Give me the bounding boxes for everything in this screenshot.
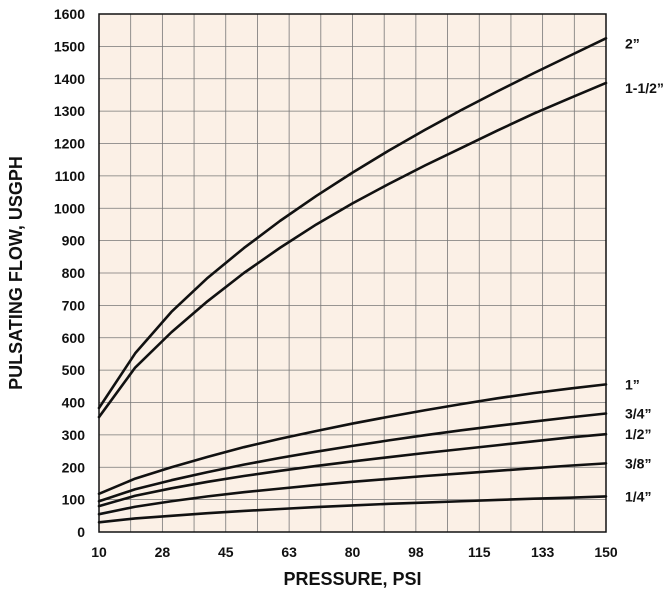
- plot-frame: [98, 13, 607, 533]
- x-tick-label: 150: [594, 544, 618, 560]
- y-tick-label: 400: [62, 395, 86, 411]
- series-line: [97, 495, 608, 524]
- x-tick-label: 10: [91, 544, 107, 560]
- x-tick-label: 28: [155, 544, 171, 560]
- y-tick-label: 500: [62, 362, 86, 378]
- series-label: 1/2”: [625, 426, 651, 442]
- series-label: 3/8”: [625, 455, 651, 471]
- series-label: 1-1/2”: [625, 80, 664, 96]
- series-label: 1/4”: [625, 488, 651, 504]
- y-tick-label: 900: [62, 233, 86, 249]
- series-label: 3/4”: [625, 406, 651, 422]
- y-tick-label: 200: [62, 459, 86, 475]
- x-axis-tick-labels: 10 28 45 63 80 98 115 133 150: [91, 544, 618, 560]
- series-end-labels: 2” 1-1/2” 1” 3/4” 1/2” 3/8” 1/4”: [625, 35, 664, 504]
- x-tick-label: 80: [345, 544, 361, 560]
- y-tick-label: 1500: [54, 38, 85, 54]
- series-lines: [97, 36, 608, 524]
- series-line: [97, 462, 608, 516]
- y-tick-label: 100: [62, 492, 86, 508]
- y-tick-label: 1600: [54, 6, 85, 22]
- series-label: 1”: [625, 376, 640, 392]
- y-tick-label: 700: [62, 297, 86, 313]
- series-line: [97, 412, 608, 503]
- x-tick-label: 63: [281, 544, 297, 560]
- y-tick-label: 300: [62, 427, 86, 443]
- x-axis-title: PRESSURE, PSI: [283, 569, 421, 589]
- series-line: [97, 36, 608, 410]
- y-axis-title: PULSATING FLOW, USGPH: [6, 156, 26, 390]
- x-tick-label: 115: [468, 544, 491, 560]
- y-tick-label: 800: [62, 265, 86, 281]
- series-line: [97, 81, 608, 419]
- series-line: [97, 432, 608, 508]
- x-tick-label: 45: [218, 544, 234, 560]
- y-tick-label: 600: [62, 330, 86, 346]
- y-tick-label: 1200: [54, 136, 85, 152]
- y-axis-tick-labels: 0 100 200 300 400 500 600 700 800 900 1000 1100 1200…: [54, 6, 85, 540]
- x-tick-label: 133: [531, 544, 555, 560]
- x-tick-label: 98: [408, 544, 424, 560]
- y-tick-label: 1400: [54, 71, 85, 87]
- y-tick-label: 0: [77, 524, 85, 540]
- y-tick-label: 1100: [55, 168, 86, 184]
- series-label: 2”: [625, 35, 640, 51]
- y-tick-label: 1300: [54, 103, 85, 119]
- y-tick-label: 1000: [54, 200, 85, 216]
- series-line: [97, 383, 608, 496]
